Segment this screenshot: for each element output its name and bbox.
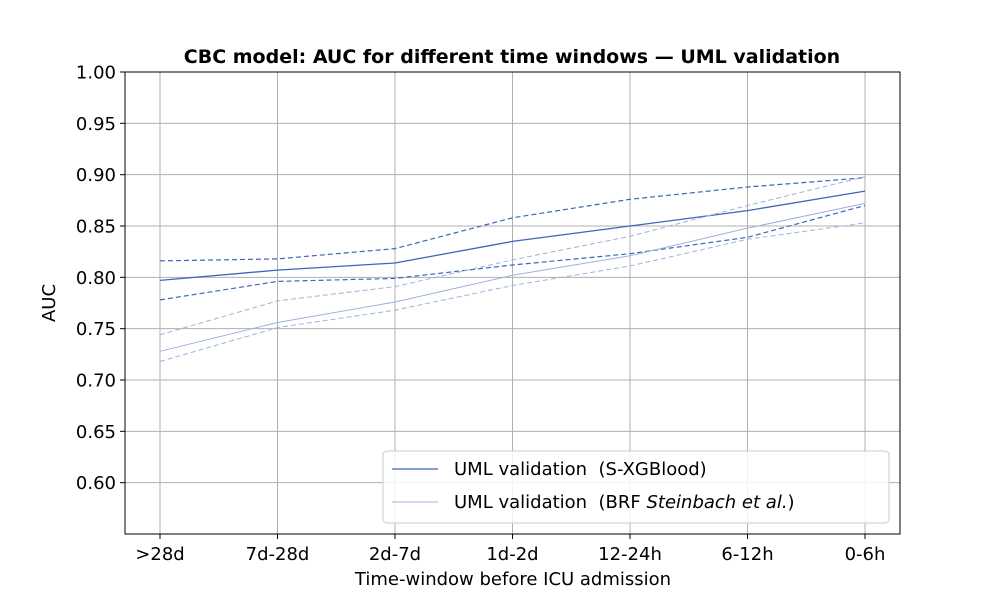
legend-label-brf-prefix: UML validation (BRF	[454, 492, 646, 513]
series-1-upper-ci-line	[159, 176, 866, 336]
series-1-line	[159, 202, 866, 352]
series-1-lower-ci-line	[159, 222, 866, 362]
y-tick-label: 0.80	[76, 268, 116, 289]
plot-frame	[124, 71, 901, 535]
legend-label-brf-italic: Steinbach et al.	[646, 492, 787, 513]
y-tick-label: 0.85	[76, 217, 116, 238]
legend-box	[382, 450, 890, 524]
legend-label-brf: UML validation (BRF Steinbach et al.)	[454, 492, 795, 513]
y-tick-label: 0.90	[76, 165, 116, 186]
y-tick-label: 0.60	[76, 473, 116, 494]
x-tick-label: 0-6h	[845, 544, 886, 565]
series-0-upper-ci-line	[159, 177, 866, 262]
chart-title: CBC model: AUC for different time window…	[184, 46, 840, 68]
y-tick-label: 0.95	[76, 114, 116, 135]
series-0-line	[159, 190, 866, 282]
y-axis-label: AUC	[39, 284, 60, 322]
x-tick-label: 12-24h	[598, 544, 662, 565]
x-tick-label: 1d-2d	[486, 544, 538, 565]
y-tick-label: 0.65	[76, 422, 116, 443]
y-tick-label: 0.70	[76, 371, 116, 392]
legend-label-s-xgblood: UML validation (S-XGBlood)	[454, 459, 707, 480]
legend-label-brf-suffix: )	[788, 492, 795, 513]
y-tick-label: 1.00	[76, 63, 116, 84]
x-tick-label: 6-12h	[721, 544, 773, 565]
legend: UML validation (S-XGBlood) UML validatio…	[382, 450, 890, 524]
x-tick-label: 7d-28d	[246, 544, 310, 565]
x-axis-label: Time-window before ICU admission	[354, 569, 671, 590]
series-0-lower-ci-line	[159, 204, 866, 301]
y-tick-label: 0.75	[76, 319, 116, 340]
x-tick-label: 2d-7d	[369, 544, 421, 565]
x-tick-label: >28d	[135, 544, 184, 565]
